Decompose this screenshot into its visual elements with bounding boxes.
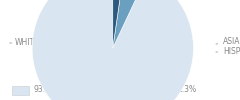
FancyBboxPatch shape: [156, 86, 173, 94]
FancyBboxPatch shape: [12, 86, 29, 94]
Wedge shape: [32, 0, 193, 100]
Text: ASIAN: ASIAN: [216, 38, 240, 46]
Wedge shape: [113, 0, 147, 48]
Text: 4.7%: 4.7%: [110, 86, 130, 94]
Text: 2.3%: 2.3%: [178, 86, 197, 94]
Text: HISPANIC: HISPANIC: [216, 48, 240, 56]
Text: WHITE: WHITE: [10, 38, 39, 48]
Wedge shape: [113, 0, 124, 48]
Text: 93.0%: 93.0%: [34, 86, 58, 94]
FancyBboxPatch shape: [89, 86, 106, 94]
